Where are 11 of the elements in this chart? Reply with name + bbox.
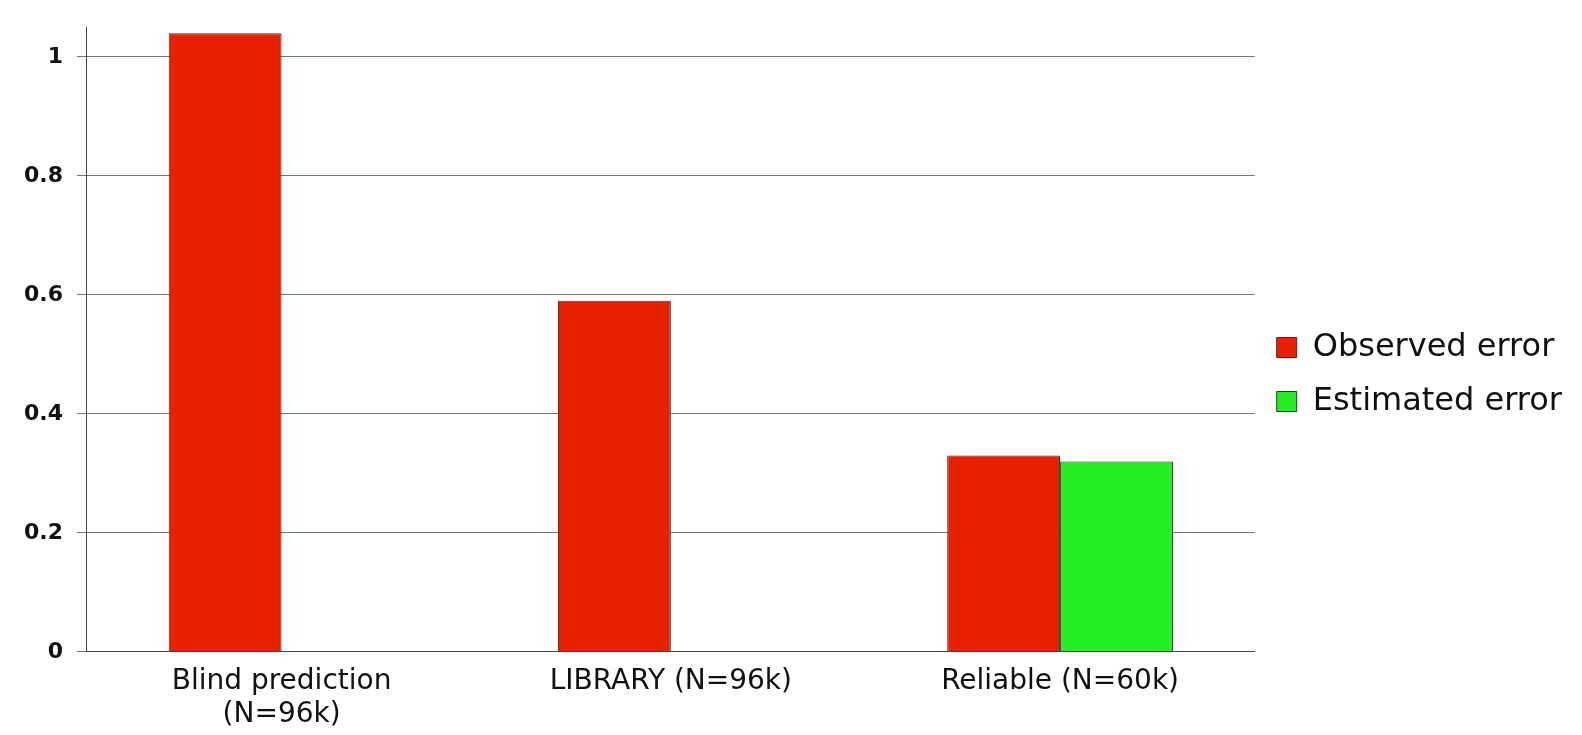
legend-label: Estimated error	[1312, 379, 1563, 418]
x-tick-label: Blind prediction (N=96k)	[171, 662, 392, 730]
y-tick-label: 1	[47, 42, 63, 68]
y-tick-label: 0.8	[23, 161, 63, 187]
y-tick-label: 0.4	[23, 399, 63, 425]
x-tick-label: Reliable (N=60k)	[941, 662, 1180, 696]
y-tick-label: 0	[47, 637, 63, 663]
y-tick-label: 0.2	[23, 518, 63, 544]
x-tick-label: LIBRARY (N=96k)	[549, 662, 792, 696]
legend-label: Observed error	[1312, 325, 1556, 364]
y-tick-label: 0.6	[23, 280, 63, 306]
